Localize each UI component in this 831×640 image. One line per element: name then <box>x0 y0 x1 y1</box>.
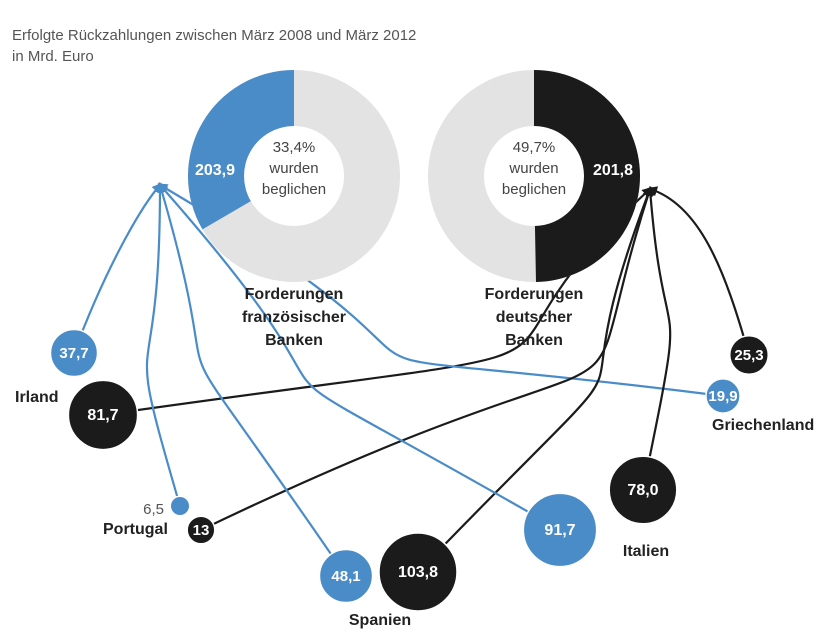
bubble-fr-griechenland <box>705 378 741 414</box>
donut-de: 201,8 49,7% wurden beglichen Forderungen deut… <box>428 69 641 349</box>
country-labels: Irland Griechenland Portugal Spanien Italien <box>15 389 814 629</box>
bubble-de-portugal-value: 13 <box>193 522 210 539</box>
flow-line-fr-portugal <box>145 182 182 507</box>
bubble-fr-portugal-value: 6,5 <box>143 501 164 518</box>
bubble-de-portugal <box>186 515 216 545</box>
donut-fr-repaid-segment <box>188 70 294 230</box>
bubble-de-irland <box>67 379 139 451</box>
donut-fr-center-text-0: 33,4% <box>273 139 316 156</box>
bubble-fr-griechenland-value: 19,9 <box>708 388 737 405</box>
donut-fr: 203,9 33,4% wurden beglichen Forderungen fran… <box>188 70 400 349</box>
flow-line-de-spanien <box>417 186 653 573</box>
donut-de-repaid-label: 201,8 <box>593 162 633 179</box>
bubble-de-griechenland <box>728 334 770 376</box>
country-label-portugal: Portugal <box>103 521 168 538</box>
donut-charts: 203,9 33,4% wurden beglichen Forderungen fran… <box>188 69 641 349</box>
donut-de-name-2: Banken <box>505 332 563 349</box>
donut-fr-name-1: französischer <box>242 309 346 326</box>
chart-subtitle: Erfolgte Rückzahlungen zwischen März 200… <box>12 27 417 44</box>
flow-line-fr-italien <box>158 182 561 531</box>
donut-de-name-1: deutscher <box>496 309 572 326</box>
bubble-de-griechenland-value: 25,3 <box>734 347 763 364</box>
donut-de-center-text-0: 49,7% <box>513 139 556 156</box>
flow-line-de-italien <box>641 186 672 491</box>
donut-fr-name-2: Banken <box>265 332 323 349</box>
bubble-de-italien <box>608 455 678 525</box>
bubble-fr-portugal <box>169 495 191 517</box>
flow-line-de-griechenland <box>647 186 751 356</box>
bubble-fr-spanien-value: 48,1 <box>331 568 360 585</box>
country-bubbles: 37,7 81,7 19,9 25,3 6,5 13 48,1 103,8 91,7 78,0 <box>49 328 770 612</box>
bubble-de-irland-value: 81,7 <box>87 407 118 424</box>
donut-de-name-0: Forderungen <box>485 286 584 303</box>
donut-fr-center-text-2: beglichen <box>262 181 326 198</box>
donut-de-repaid-segment <box>534 69 641 282</box>
country-label-spanien: Spanien <box>349 612 411 629</box>
bubble-de-spanien <box>378 532 458 612</box>
flow-line-de-portugal <box>200 186 653 531</box>
donut-fr-name-0: Forderungen <box>245 286 344 303</box>
donut-de-center-text-1: wurden <box>508 160 558 177</box>
bubble-de-italien-value: 78,0 <box>627 482 658 499</box>
donut-de-center-text-2: beglichen <box>502 181 566 198</box>
flow-line-fr-irland <box>72 182 162 354</box>
chart-unit-label: in Mrd. Euro <box>12 48 94 65</box>
bubble-fr-spanien <box>318 548 374 604</box>
donut-fr-repaid-label: 203,9 <box>195 162 235 179</box>
bubble-de-spanien-value: 103,8 <box>398 564 438 581</box>
bubble-fr-italien-value: 91,7 <box>544 522 575 539</box>
bubble-fr-italien <box>522 492 598 568</box>
bubble-fr-irland-value: 37,7 <box>59 345 88 362</box>
bubble-fr-irland <box>49 328 99 378</box>
donut-fr-center-text-1: wurden <box>268 160 318 177</box>
country-label-griechenland: Griechenland <box>712 417 814 434</box>
flow-line-fr-spanien <box>157 182 347 577</box>
country-label-irland: Irland <box>15 389 59 406</box>
country-label-italien: Italien <box>623 543 669 560</box>
